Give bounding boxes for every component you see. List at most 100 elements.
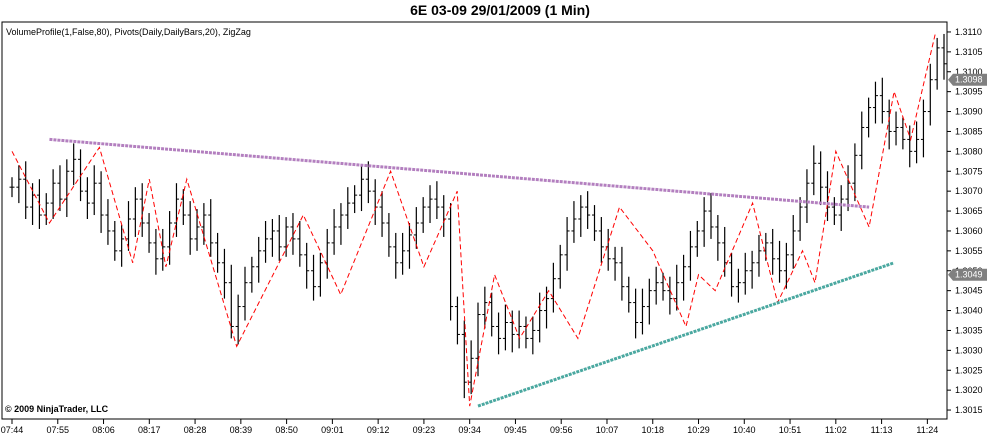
price-axis: 1.3015 1.3020 1.3025 1.3030 1.3035 1.3040 1.30…: [947, 27, 983, 415]
resistance-trendline[interactable]: [49, 137, 870, 209]
ohlc-bar: [900, 117, 906, 150]
y-tick-label: 1.3105: [955, 47, 983, 57]
ohlc-bar: [633, 288, 639, 339]
ohlc-bar: [215, 232, 221, 273]
ohlc-bar: [30, 183, 36, 225]
ohlc-bar: [269, 219, 275, 257]
ohlc-bar: [379, 191, 385, 237]
ohlc-bar: [502, 304, 508, 351]
ohlc-bar: [201, 203, 207, 245]
ohlc-bar: [43, 193, 49, 225]
ohlc-bar: [866, 97, 872, 138]
x-tick-label: 11:24: [916, 425, 938, 435]
x-tick-label: 07:44: [1, 425, 24, 435]
ohlc-bar: [173, 183, 179, 237]
ohlc-bar: [838, 185, 844, 231]
ohlc-bar: [413, 207, 419, 249]
x-tick-label: 09:56: [550, 425, 573, 435]
ohlc-bar: [406, 222, 412, 269]
ohlc-bar: [578, 195, 584, 237]
x-tick-label: 10:07: [596, 425, 619, 435]
ohlc-bar: [235, 294, 241, 345]
y-tick-label: 1.3090: [955, 107, 983, 117]
ohlc-bar: [701, 197, 707, 247]
ohlc-bar: [242, 266, 248, 321]
x-tick-label: 10:18: [641, 425, 664, 435]
ohlc-bar: [331, 209, 337, 255]
y-tick-label: 1.3065: [955, 206, 983, 216]
indicator-list: VolumeProfile(1,False,80), Pivots(Daily,…: [6, 27, 251, 37]
zigzag-layer: [11, 31, 937, 407]
ohlc-bar: [674, 264, 680, 311]
ohlc-bar: [708, 193, 714, 239]
ohlc-bar: [530, 316, 536, 355]
ohlc-bar: [119, 224, 125, 267]
y-tick-label: 1.3015: [955, 405, 983, 415]
ohlc-bar: [352, 185, 358, 214]
ohlc-bar: [585, 191, 591, 229]
ohlc-bar: [879, 77, 885, 124]
ohlc-bar: [742, 252, 748, 295]
ohlc-bar: [221, 248, 227, 299]
ohlc-bar: [317, 252, 323, 297]
ohlc-bar: [263, 221, 269, 263]
plot-frame: [1, 21, 948, 420]
ohlc-bar: [105, 199, 111, 245]
x-tick-label: 11:02: [825, 425, 847, 435]
support-trendline[interactable]: [477, 261, 895, 408]
ohlc-bar: [434, 181, 440, 220]
ohlc-bar: [598, 217, 604, 263]
ohlc-bar: [927, 63, 933, 126]
ohlc-bar: [420, 197, 426, 233]
ohlc-bar: [23, 161, 29, 220]
y-tick-label: 1.3030: [955, 345, 983, 355]
ohlc-bar: [372, 179, 378, 225]
x-tick-label: 09:01: [321, 425, 344, 435]
ohlc-bar: [852, 143, 858, 202]
ohlc-bar: [770, 228, 776, 275]
ohlc-bar: [783, 242, 789, 289]
ohlc-bar: [338, 203, 344, 245]
ohlc-bar: [454, 296, 460, 345]
ohlc-bar: [920, 99, 926, 158]
x-tick-label: 08:17: [138, 425, 161, 435]
y-tick-label: 1.3070: [955, 186, 983, 196]
y-tick-label: 1.3060: [955, 226, 983, 236]
ohlc-bar: [64, 159, 70, 218]
zigzag-line: [11, 31, 937, 407]
price-badge: 1.3098: [948, 73, 987, 86]
ohlc-bar: [112, 221, 118, 261]
ohlc-bar: [489, 292, 495, 337]
ohlc-bar: [461, 320, 467, 399]
ohlc-bar: [592, 205, 597, 241]
ohlc-bars: [9, 33, 947, 399]
time-axis: 07:44 07:55 08:06 08:17 08:28 08:39 08:50 09:01…: [1, 419, 938, 435]
ohlc-bar: [50, 169, 56, 220]
y-tick-label: 1.3085: [955, 126, 983, 136]
ohlc-bar: [626, 276, 632, 313]
ohlc-bar: [400, 232, 406, 275]
x-tick-label: 10:40: [733, 425, 756, 435]
ohlc-bar: [756, 234, 762, 277]
y-tick-label: 1.3075: [955, 166, 983, 176]
ohlc-bar: [804, 169, 810, 223]
ohlc-bar: [139, 183, 145, 237]
ohlc-bar: [290, 213, 296, 255]
x-tick-label: 08:39: [230, 425, 253, 435]
ohlc-bar: [831, 197, 837, 225]
ohlc-bar: [311, 254, 317, 301]
ohlc-bar: [735, 268, 741, 303]
ohlc-bar: [681, 254, 687, 301]
ohlc-bar: [715, 215, 721, 261]
ohlc-bar: [126, 201, 131, 251]
y-tick-label: 1.3095: [955, 87, 983, 97]
ohlc-bar: [359, 165, 364, 212]
ohlc-bar: [345, 187, 351, 229]
y-tick-label: 1.3110: [955, 27, 982, 37]
ohlc-bar: [509, 310, 515, 353]
trendline-layer: [49, 137, 895, 408]
x-tick-label: 08:28: [184, 425, 207, 435]
ohlc-bar: [132, 187, 138, 237]
ohlc-bar: [825, 171, 830, 221]
